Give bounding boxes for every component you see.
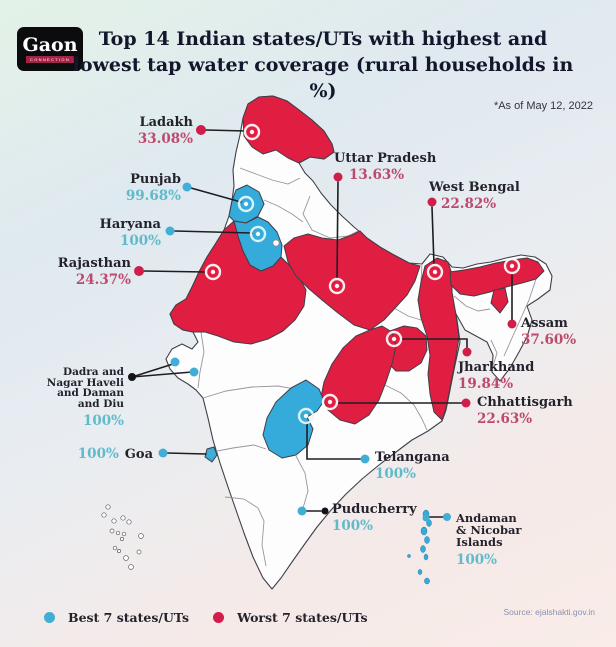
ring-uttar-pradesh	[328, 277, 346, 295]
state-telangana	[262, 379, 325, 459]
dot-dadra-label	[128, 373, 136, 381]
state-uttar-pradesh	[283, 230, 421, 331]
connector-dadra-2	[131, 371, 193, 378]
connector-lines	[131, 129, 513, 518]
legend-item-worst: Worst 7 states/UTs	[213, 610, 368, 625]
dot-west-bengal	[427, 197, 437, 207]
legend-worst-label: Worst 7 states/UTs	[237, 610, 368, 625]
dot-puducherry-map	[297, 506, 307, 516]
label-haryana: Haryana 100%	[99, 217, 161, 249]
label-jharkhand: Jharkhand 19.84%	[458, 360, 535, 392]
connector-rajasthan	[143, 270, 207, 273]
dot-puducherry-label	[321, 507, 329, 515]
connector-goa	[166, 452, 207, 455]
title-line-1: Top 14 Indian states/UTs with highest an…	[98, 28, 548, 50]
label-ladakh: Ladakh 33.08%	[137, 115, 193, 147]
delhi-area	[272, 239, 280, 247]
state-chhattisgarh	[320, 325, 397, 425]
legend-best-label: Best 7 states/UTs	[68, 610, 190, 625]
ring-haryana	[249, 225, 267, 243]
label-west-bengal: West Bengal 22.82%	[429, 180, 520, 212]
connector-west-bengal	[431, 206, 435, 266]
connector-uttar-pradesh	[336, 181, 339, 280]
connector-telangana	[306, 422, 362, 460]
label-punjab: Punjab 99.68%	[125, 172, 181, 204]
dot-telangana	[360, 454, 370, 464]
dot-andaman-label	[443, 513, 451, 521]
dot-punjab	[182, 182, 192, 192]
label-dadra: Dadra and Nagar Haveli and Daman and Diu…	[46, 366, 124, 429]
legend: Best 7 states/UTs Worst 7 states/UTs	[44, 610, 368, 625]
connector-ladakh	[205, 129, 247, 132]
label-goa: 100% Goa	[77, 446, 153, 462]
label-puducherry: Puducherry 100%	[332, 502, 417, 534]
legend-best-dot	[44, 612, 55, 623]
marker-rings	[204, 123, 521, 425]
label-chhattisgarh: Chhattisgarh 22.63%	[477, 395, 573, 427]
dot-dadra-map-2	[189, 367, 199, 377]
label-assam: Assam 37.60%	[521, 316, 577, 348]
ring-assam	[503, 257, 521, 275]
dot-jharkhand	[462, 347, 472, 357]
page-title: Top 14 Indian states/UTs with highest an…	[60, 26, 586, 104]
state-assam	[449, 257, 545, 297]
state-borders	[197, 167, 537, 567]
connector-jharkhand	[399, 338, 468, 349]
ring-chhattisgarh	[321, 393, 339, 411]
label-uttar-pradesh: Uttar Pradesh 13.63%	[334, 151, 437, 183]
state-haryana	[233, 216, 283, 272]
dot-uttar-pradesh	[333, 172, 343, 182]
label-telangana: Telangana 100%	[375, 450, 450, 482]
dot-assam	[507, 319, 517, 329]
andaman-islands	[407, 509, 432, 585]
dot-dadra-map-1	[170, 357, 180, 367]
connector-punjab	[190, 187, 242, 203]
logo-text: Gaon	[22, 34, 78, 56]
dot-chhattisgarh	[461, 398, 471, 408]
as-of-note: *As of May 12, 2022	[493, 100, 593, 112]
dot-goa-map	[207, 450, 215, 458]
ring-west-bengal	[426, 263, 444, 281]
legend-worst-dot	[213, 612, 225, 623]
lakshadweep-islands	[101, 504, 144, 570]
title-line-2: lowest tap water coverage (rural househo…	[72, 54, 574, 102]
ring-jharkhand	[385, 330, 403, 348]
dot-andaman-map	[422, 514, 430, 522]
ring-rajasthan	[204, 263, 222, 281]
label-dots	[128, 125, 517, 522]
dot-haryana	[165, 226, 175, 236]
dot-rajasthan	[134, 266, 144, 276]
state-ladakh	[242, 95, 335, 164]
connector-haryana	[174, 230, 253, 234]
dot-goa-label	[158, 448, 168, 458]
logo-subtext: CONNECTION	[26, 56, 74, 63]
ring-ladakh	[243, 123, 261, 141]
label-andaman: Andaman & Nicobar Islands 100%	[456, 511, 522, 568]
connector-dadra-1	[131, 363, 174, 378]
gaon-connection-logo: Gaon CONNECTION	[17, 27, 83, 71]
ring-punjab	[237, 195, 255, 213]
ring-telangana	[297, 407, 315, 425]
legend-item-best: Best 7 states/UTs	[44, 610, 189, 625]
source-credit: Source: ejalshakti.gov.in	[503, 607, 595, 617]
label-rajasthan: Rajasthan 24.37%	[57, 256, 131, 288]
dot-ladakh	[196, 125, 206, 135]
state-assam-arm	[490, 287, 509, 314]
